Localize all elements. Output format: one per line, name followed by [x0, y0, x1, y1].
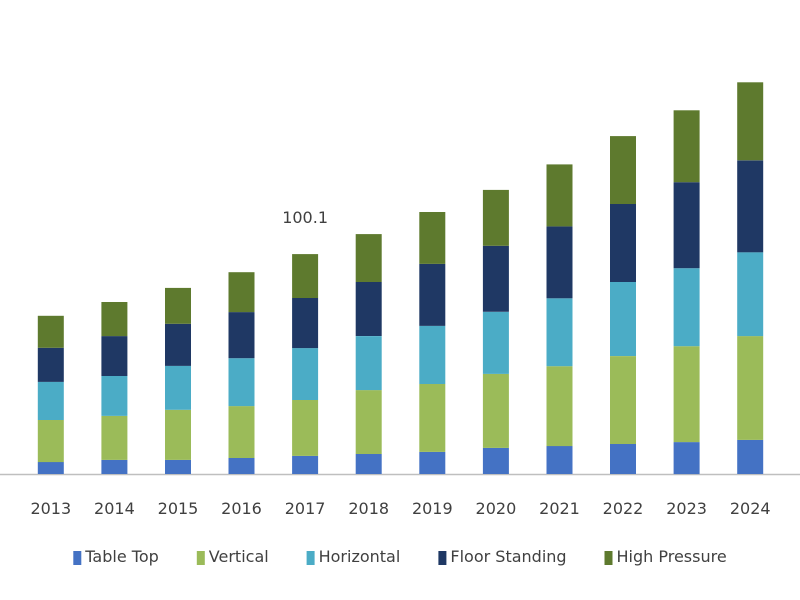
legend-label: Vertical	[209, 547, 269, 566]
x-tick-label-2022: 2022	[603, 499, 644, 518]
x-tick-label-2018: 2018	[348, 499, 389, 518]
bar-floor-standing-2024	[737, 160, 764, 253]
bar-vertical-2014	[101, 416, 128, 460]
bar-high-pressure-2024	[737, 82, 764, 161]
bar-floor-standing-2022	[610, 204, 636, 282]
bar-table-top-2015	[165, 459, 191, 474]
x-tick-label-2014: 2014	[94, 499, 135, 518]
x-tick-label-2017: 2017	[285, 499, 326, 518]
bar-high-pressure-2021	[546, 164, 573, 227]
legend-item-horizontal: Horizontal	[306, 547, 401, 566]
legend-label: Horizontal	[319, 547, 401, 566]
bar-table-top-2024	[737, 439, 764, 474]
bar-vertical-2021	[546, 366, 573, 447]
annotations-group: 100.1	[282, 208, 328, 227]
bar-table-top-2019	[419, 451, 446, 474]
bar-high-pressure-2019	[419, 212, 446, 264]
bar-vertical-2017	[292, 400, 319, 456]
bar-high-pressure-2016	[228, 272, 255, 313]
bar-floor-standing-2014	[101, 336, 128, 376]
bar-high-pressure-2023	[673, 110, 700, 183]
bar-floor-standing-2015	[165, 323, 191, 366]
bar-floor-standing-2013	[37, 347, 64, 382]
bar-horizontal-2013	[37, 381, 64, 420]
legend-label: Table Top	[84, 547, 158, 566]
bar-floor-standing-2023	[673, 182, 700, 269]
bar-vertical-2024	[737, 336, 764, 440]
bar-horizontal-2017	[292, 348, 319, 400]
bar-table-top-2017	[292, 455, 319, 474]
bar-vertical-2020	[482, 373, 509, 448]
x-tick-label-2015: 2015	[158, 499, 199, 518]
bar-horizontal-2019	[419, 326, 446, 384]
bar-high-pressure-2013	[37, 315, 64, 348]
legend-swatch	[196, 551, 205, 565]
bar-vertical-2016	[228, 406, 255, 458]
bar-table-top-2013	[37, 462, 64, 474]
bar-vertical-2013	[37, 420, 64, 463]
bar-horizontal-2022	[610, 282, 636, 356]
legend: Table Top Vertical Horizontal Floor Standin…	[73, 547, 727, 566]
x-tick-labels: 2013 2014 2015 2016 2017 2018 2019 2020 2021 2022…	[30, 499, 770, 518]
bar-horizontal-2014	[101, 376, 128, 416]
bar-horizontal-2021	[546, 298, 573, 367]
x-tick-label-2019: 2019	[412, 499, 453, 518]
bar-table-top-2016	[228, 458, 255, 474]
bar-high-pressure-2020	[482, 189, 509, 246]
bar-table-top-2023	[673, 442, 700, 475]
legend-swatch	[306, 551, 315, 565]
bars-group	[37, 82, 764, 475]
bar-vertical-2019	[419, 384, 446, 452]
bar-floor-standing-2018	[355, 282, 382, 336]
bar-high-pressure-2017	[292, 254, 319, 298]
legend-label: High Pressure	[617, 547, 727, 566]
x-tick-label-2024: 2024	[730, 499, 771, 518]
legend-swatch	[604, 551, 613, 565]
legend-swatch	[73, 551, 82, 565]
bar-high-pressure-2018	[355, 234, 382, 282]
bar-vertical-2023	[673, 346, 700, 443]
bar-high-pressure-2014	[101, 302, 128, 337]
bar-table-top-2020	[482, 447, 509, 474]
x-tick-label-2023: 2023	[666, 499, 707, 518]
bar-horizontal-2016	[228, 358, 255, 407]
legend-item-vertical: Vertical	[196, 547, 269, 566]
bar-horizontal-2015	[165, 365, 191, 410]
legend-item-table-top: Table Top	[73, 547, 159, 566]
x-tick-label-2016: 2016	[221, 499, 262, 518]
bar-floor-standing-2020	[482, 245, 509, 312]
x-tick-label-2020: 2020	[476, 499, 517, 518]
bar-floor-standing-2021	[546, 226, 573, 299]
bar-vertical-2018	[355, 390, 382, 454]
data-label-2017: 100.1	[282, 208, 328, 227]
bar-vertical-2015	[165, 409, 191, 460]
bar-floor-standing-2019	[419, 263, 446, 326]
bar-horizontal-2020	[482, 311, 509, 374]
x-tick-label-2013: 2013	[30, 499, 71, 518]
legend-label: Floor Standing	[450, 547, 566, 566]
bar-table-top-2022	[610, 443, 636, 474]
bar-table-top-2018	[355, 454, 382, 474]
bar-high-pressure-2022	[610, 136, 636, 204]
bar-vertical-2022	[610, 356, 636, 444]
bar-table-top-2014	[101, 459, 128, 474]
bar-horizontal-2018	[355, 336, 382, 391]
bar-high-pressure-2015	[165, 287, 191, 324]
bar-floor-standing-2016	[228, 312, 255, 359]
bar-horizontal-2023	[673, 268, 700, 347]
legend-item-floor-standing: Floor Standing	[438, 547, 567, 566]
bar-floor-standing-2017	[292, 298, 319, 349]
bar-table-top-2021	[546, 446, 573, 474]
x-tick-label-2021: 2021	[539, 499, 580, 518]
bar-horizontal-2024	[737, 252, 764, 337]
legend-swatch	[438, 551, 447, 565]
legend-item-high-pressure: High Pressure	[604, 547, 727, 566]
